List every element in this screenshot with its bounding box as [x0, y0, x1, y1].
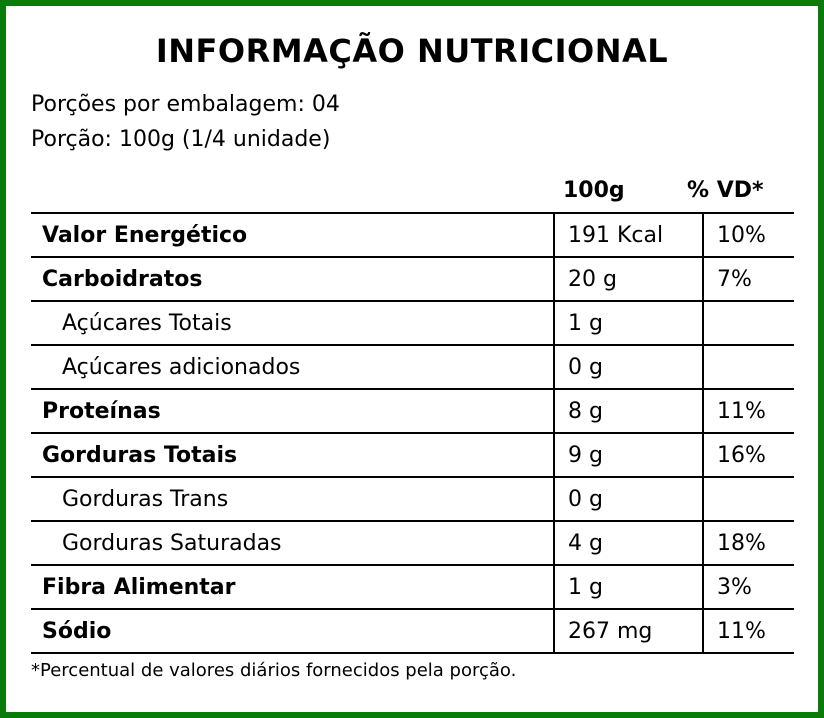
servings-per-package: Porções por embalagem: 04 [31, 92, 340, 117]
table-row: Fibra Alimentar 1 g 3% [31, 564, 794, 609]
nutrient-daily-value [702, 344, 794, 389]
nutrient-amount: 1 g [553, 564, 703, 609]
nutrient-name: Açúcares Totais [31, 300, 554, 345]
table-row: Gorduras Saturadas 4 g 18% [31, 520, 794, 565]
nutrient-amount: 191 Kcal [553, 212, 703, 257]
nutrient-name: Gorduras Trans [31, 476, 554, 521]
nutrient-daily-value: 10% [702, 212, 794, 257]
footnote: *Percentual de valores diários fornecido… [31, 660, 517, 681]
nutrient-name: Gorduras Saturadas [31, 520, 554, 565]
serving-size: Porção: 100g (1/4 unidade) [31, 127, 331, 152]
nutrient-name: Gorduras Totais [31, 432, 554, 477]
nutrient-amount: 20 g [553, 256, 703, 301]
nutrition-table-body: Valor Energético 191 Kcal 10% Carboidratos 2… [31, 212, 794, 654]
nutrient-amount: 9 g [553, 432, 703, 477]
nutrient-daily-value: 11% [702, 388, 794, 433]
nutrient-amount: 0 g [553, 476, 703, 521]
nutrition-table: Valor Energético 191 Kcal 10% Carboidratos 2… [31, 212, 794, 654]
nutrient-amount: 8 g [553, 388, 703, 433]
nutrient-name: Açúcares adicionados [31, 344, 554, 389]
table-row: Sódio 267 mg 11% [31, 608, 794, 654]
nutrient-daily-value: 7% [702, 256, 794, 301]
nutrient-daily-value: 18% [702, 520, 794, 565]
label-title: INFORMAÇÃO NUTRICIONAL [155, 32, 669, 70]
table-row: Gorduras Trans 0 g [31, 476, 794, 521]
nutrient-daily-value [702, 300, 794, 345]
nutrient-daily-value [702, 476, 794, 521]
nutrient-daily-value: 16% [702, 432, 794, 477]
nutrient-name: Carboidratos [31, 256, 554, 301]
table-row: Açúcares Totais 1 g [31, 300, 794, 345]
nutrient-daily-value: 11% [702, 608, 794, 654]
nutrient-amount: 0 g [553, 344, 703, 389]
column-header-amount: 100g [563, 178, 625, 203]
nutrient-amount: 267 mg [553, 608, 703, 654]
nutrient-name: Sódio [31, 608, 554, 654]
nutrient-name: Proteínas [31, 388, 554, 433]
table-row: Proteínas 8 g 11% [31, 388, 794, 433]
nutrient-amount: 1 g [553, 300, 703, 345]
table-row: Carboidratos 20 g 7% [31, 256, 794, 301]
table-row: Gorduras Totais 9 g 16% [31, 432, 794, 477]
table-row: Valor Energético 191 Kcal 10% [31, 212, 794, 257]
nutrient-name: Fibra Alimentar [31, 564, 554, 609]
nutrient-daily-value: 3% [702, 564, 794, 609]
nutrient-amount: 4 g [553, 520, 703, 565]
nutrient-name: Valor Energético [31, 212, 554, 257]
column-header-daily-value: % VD* [687, 178, 764, 203]
table-row: Açúcares adicionados 0 g [31, 344, 794, 389]
